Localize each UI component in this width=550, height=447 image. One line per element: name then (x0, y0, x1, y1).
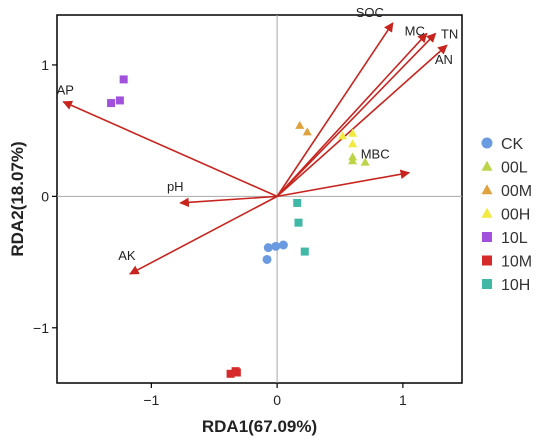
y-axis-title: RDA2(18.07%) (8, 141, 27, 256)
legend-marker-ck (481, 137, 493, 149)
vector-label-an: AN (435, 52, 453, 67)
point-10h (300, 247, 309, 256)
vector-label-ap: AP (57, 83, 74, 98)
vector-label-mc: MC (405, 23, 425, 38)
y-tick-label: 0 (41, 188, 49, 204)
legend-marker-00h (481, 207, 493, 218)
vector-arrow-ph (179, 195, 278, 208)
legend-label-00l: 00L (501, 160, 528, 177)
plot-frame (56, 14, 463, 384)
vector-arrow-an (276, 44, 448, 197)
x-axis-title: RDA1(67.09%) (202, 417, 317, 436)
vector-arrow-tn (276, 32, 437, 197)
vector-arrow-mc (276, 32, 428, 197)
legend-label-10h: 10H (501, 277, 530, 294)
point-00h (338, 131, 348, 140)
x-axis-ticks: −1 0 1 (143, 383, 407, 408)
legend-label-00h: 00H (501, 207, 530, 224)
point-10l (119, 75, 128, 84)
zero-lines (57, 15, 462, 383)
point-00h (348, 128, 358, 137)
point-00l (360, 157, 370, 166)
point-10m (231, 367, 240, 376)
point-10l (115, 96, 124, 105)
vectors: SOC MC TN AN MBC AP pH AK (57, 5, 458, 275)
vector-label-ak: AK (118, 248, 136, 263)
legend-label-ck: CK (501, 136, 524, 153)
point-ck (262, 254, 272, 264)
point-10l (107, 99, 116, 108)
legend: CK 00L 00M 00H 10L 10M 10H (481, 136, 532, 294)
vector-arrow-soc (276, 22, 394, 197)
x-tick-label: 0 (273, 392, 281, 408)
vector-arrow-ak (129, 195, 278, 275)
legend-marker-10h (482, 279, 492, 289)
point-ck (263, 243, 273, 253)
vector-arrow-ap (62, 100, 278, 198)
vector-arrow-mbc (276, 169, 411, 198)
vector-label-soc: SOC (356, 5, 384, 20)
legend-label-10m: 10M (501, 254, 532, 271)
point-00h (348, 139, 358, 148)
point-00l (348, 152, 358, 161)
y-tick-label: 1 (41, 57, 49, 73)
legend-marker-10l (482, 232, 492, 242)
point-00m (295, 120, 305, 129)
point-10h (293, 198, 302, 207)
y-axis-ticks: −1 0 1 (33, 57, 57, 336)
point-00m (302, 127, 312, 136)
legend-label-00m: 00M (501, 183, 532, 200)
vector-label-tn: TN (441, 26, 458, 41)
point-10m (226, 369, 235, 378)
x-tick-label: 1 (399, 392, 407, 408)
point-ck (278, 240, 288, 250)
legend-marker-00m (481, 184, 493, 195)
vector-label-ph: pH (167, 179, 184, 194)
points (107, 75, 370, 378)
point-ck (271, 241, 281, 251)
legend-label-10l: 10L (501, 230, 528, 247)
y-tick-label: −1 (33, 320, 49, 336)
x-tick-label: −1 (143, 392, 159, 408)
vector-label-mbc: MBC (361, 147, 390, 162)
legend-marker-00l (481, 160, 493, 171)
legend-marker-10m (482, 255, 492, 266)
point-10h (294, 218, 303, 227)
